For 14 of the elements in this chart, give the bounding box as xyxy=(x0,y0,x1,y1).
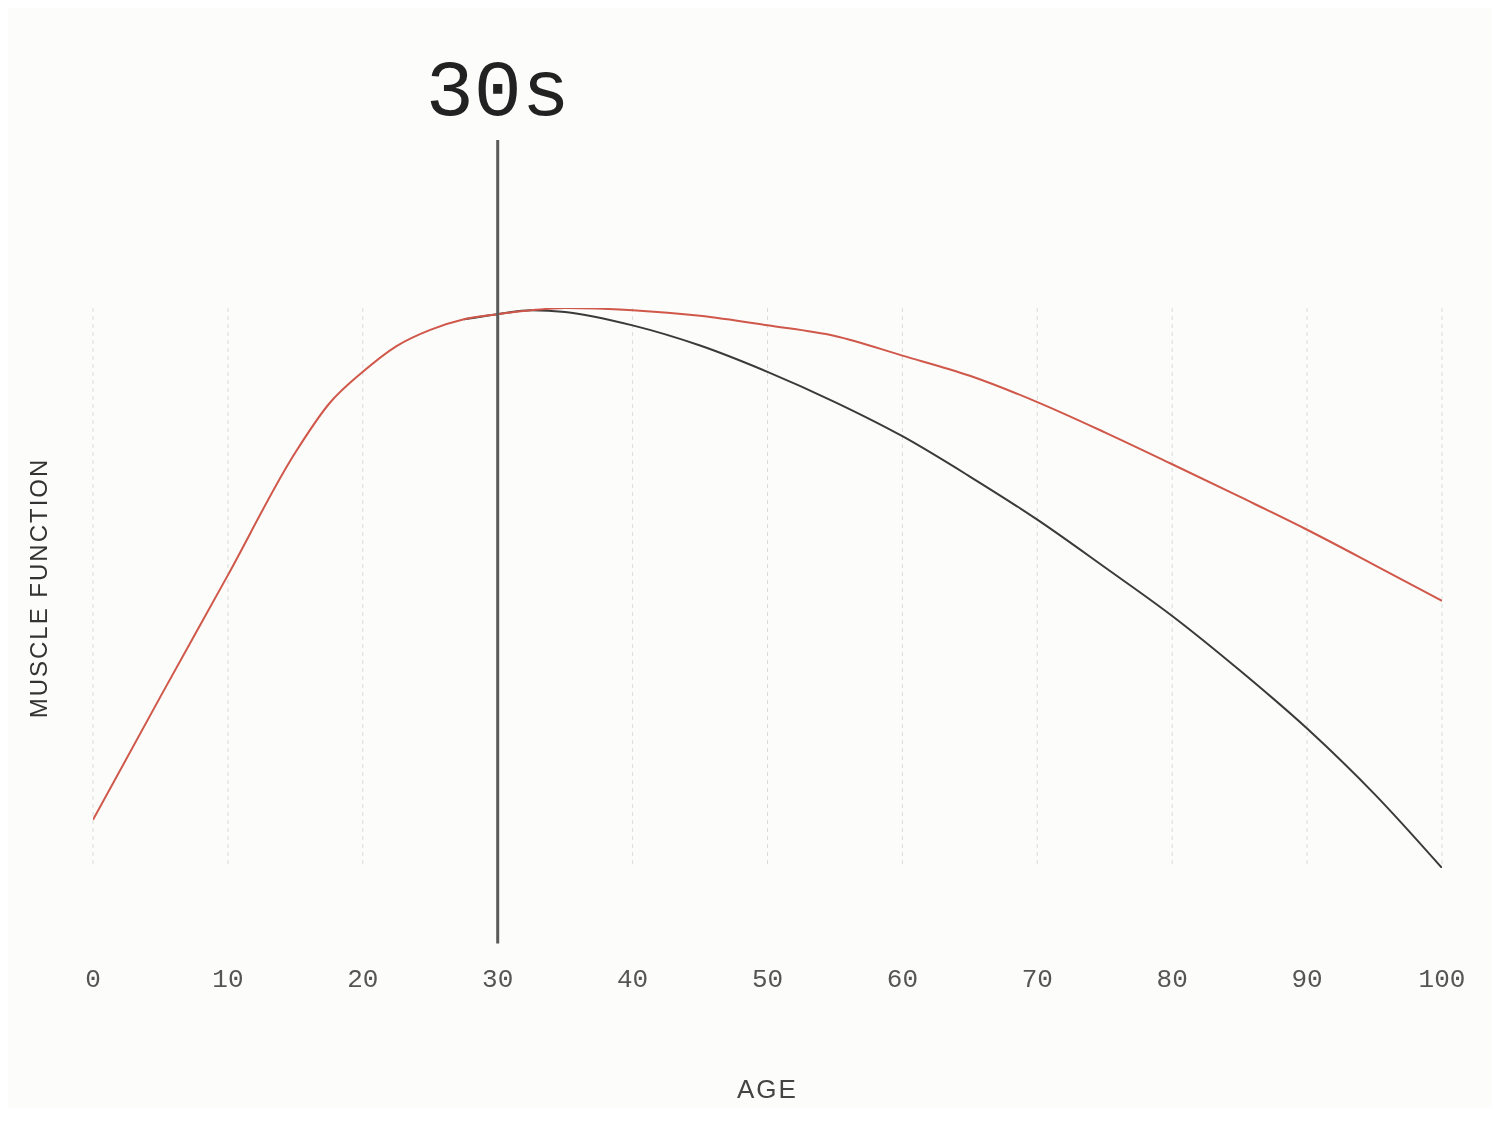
x-tick-label: 20 xyxy=(347,965,379,996)
x-tick-label: 30 xyxy=(482,965,514,996)
x-tick-label: 80 xyxy=(1156,965,1188,996)
x-tick-label: 90 xyxy=(1291,965,1323,996)
x-axis-title: AGE xyxy=(737,1074,798,1104)
x-tick-label: 100 xyxy=(1418,965,1466,996)
ref-line-label: 30s xyxy=(425,48,570,139)
x-tick-label: 70 xyxy=(1021,965,1053,996)
x-tick-label: 60 xyxy=(886,965,919,996)
x-tick-label: 10 xyxy=(212,965,244,996)
x-tick-label: 0 xyxy=(85,965,101,996)
y-axis-title: MUSCLE FUNCTION xyxy=(24,457,52,719)
x-tick-label: 40 xyxy=(616,965,649,996)
x-tick-label: 50 xyxy=(751,965,784,996)
